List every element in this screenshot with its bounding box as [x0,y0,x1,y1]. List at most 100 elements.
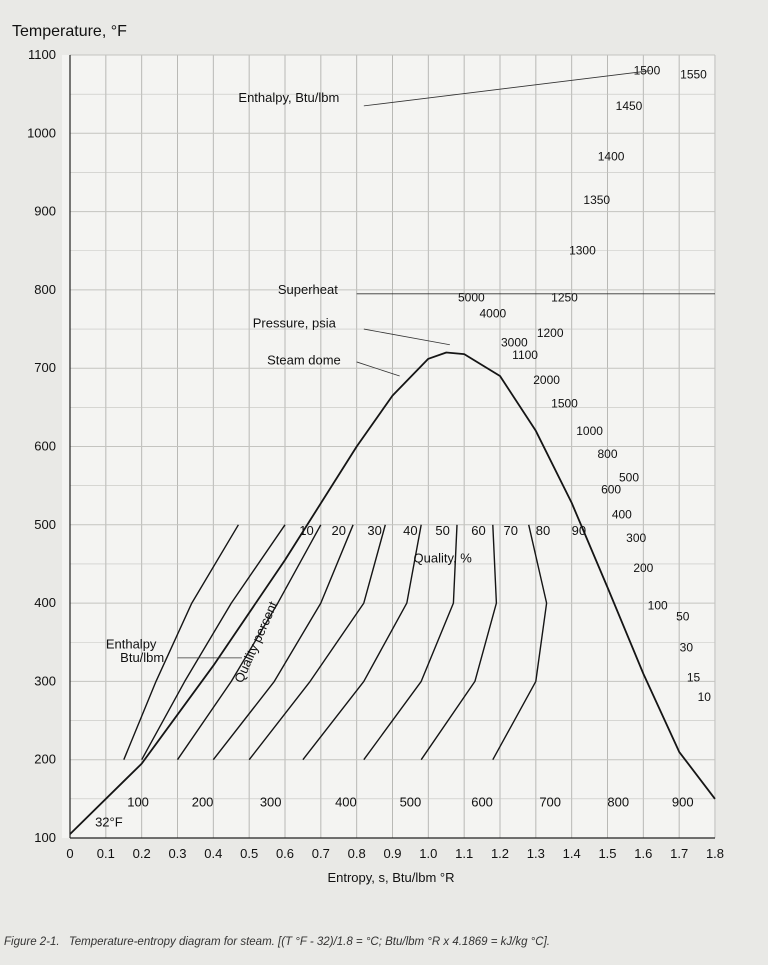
steam-dome-callout-leader [356,361,400,377]
x-tick-label: 0.5 [240,846,258,861]
pressure-line-label: 1500 [551,396,578,410]
enthalpy-line-label: 100 [127,795,149,810]
figure-caption: Figure 2-1. Temperature-entropy diagram … [4,936,764,948]
quality-line [141,524,286,761]
x-tick-label: 0.8 [348,846,366,861]
enthalpy-line-label: 1450 [616,99,643,113]
x-tick-label: 0 [66,846,73,861]
quality-line [123,524,240,760]
pressure-line-label: 15 [687,670,701,684]
y-axis-title: Temperature, °F [12,23,127,40]
quality-line-label: 80 [536,523,550,538]
enthalpy-line-label: 400 [335,795,357,810]
quality-line [248,524,386,761]
pressure-line-label: 3000 [501,335,528,349]
quality-line [212,524,354,761]
pressure-line-label: 600 [601,482,621,496]
enthalpy-line-label: 1400 [598,150,625,164]
enthalpy-line-label: 700 [539,795,561,810]
pressure-callout: Pressure, psia [253,315,337,330]
pressure-callout-leader [363,328,450,346]
enthalpy-callout: Enthalpy, Btu/lbm [238,90,339,105]
y-tick-label: 300 [34,673,56,688]
enthalpy-callout-leader [363,70,651,107]
quality-line-label: 90 [572,523,586,538]
y-tick-label: 100 [34,830,56,845]
pressure-line-label: 4000 [479,306,506,320]
pressure-line-label: 400 [612,508,632,522]
x-tick-label: 1.5 [598,846,616,861]
quality-line-label: 20 [332,523,346,538]
pressure-line-label: 200 [633,561,653,575]
enthalpy-left-unit: Btu/lbm [120,650,164,665]
figure-caption-text: Temperature-entropy diagram for steam. [… [68,936,550,948]
x-tick-label: 0.9 [383,846,401,861]
gridlines [69,54,716,839]
quality-line [363,524,458,761]
quality-line [492,524,548,761]
pressure-line-label: 30 [680,641,694,655]
x-tick-label: 0.3 [168,846,186,861]
quality-line [176,524,322,761]
steam-dome-callout: Steam dome [267,352,341,367]
enthalpy-line-label: 1100 [512,348,538,362]
enthalpy-line-label: 1500 [634,64,661,78]
pressure-line-label: 800 [597,447,617,461]
y-tick-label: 900 [34,204,56,219]
y-tick-label: 800 [34,282,56,297]
freezing-point-label: 32°F [95,814,123,829]
enthalpy-line-label: 200 [192,795,214,810]
enthalpy-line-label: 800 [607,795,629,810]
enthalpy-line-label: 600 [471,795,493,810]
x-tick-label: 0.6 [276,846,294,861]
x-tick-label: 1.3 [527,846,545,861]
curves [69,351,716,835]
x-tick-label: 0.7 [312,846,330,861]
enthalpy-line-label: 300 [260,795,282,810]
x-tick-label: 1.7 [670,846,688,861]
x-tick-label: 0.2 [133,846,151,861]
y-tick-label: 400 [34,595,56,610]
quality-line-label: 30 [367,523,381,538]
enthalpy-line-label: 1300 [569,244,596,258]
y-tick-label: 700 [34,360,56,375]
quality-line-label: 50 [435,523,449,538]
pressure-line-label: 5000 [458,291,485,305]
enthalpy-line-label: 1250 [551,291,578,305]
enthalpy-line-label: 900 [672,795,694,810]
pressure-line-label: 500 [619,471,639,485]
enthalpy-line-label: 500 [400,795,422,810]
x-tick-label: 0.4 [204,846,222,861]
y-tick-label: 1100 [28,47,56,62]
x-tick-label: 1.2 [491,846,509,861]
x-tick-label: 1.1 [455,846,473,861]
x-tick-label: 1.8 [706,846,724,861]
y-tick-label: 500 [34,517,56,532]
axes: 0 0.1 0.2 0.3 0.4 0.5 0.6 0.7 0.8 0.9 1.0 1.1 1.2 1.3… [27,47,724,861]
figure-number: Figure 2-1. [4,936,60,948]
quality-line [302,524,422,761]
pressure-line-label: 2000 [533,373,560,387]
quality-line-label: 10 [299,523,313,538]
enthalpy-line-label: 1350 [583,193,610,207]
y-tick-label: 1000 [27,125,56,140]
quality-percent-axis-label: Quality, % [414,550,473,565]
x-axis-title: Entropy, s, Btu/lbm °R [327,870,454,885]
steam-dome-curve [69,351,716,835]
pressure-line-label: 50 [676,609,690,623]
pressure-line-label: 10 [698,690,712,704]
pressure-line-label: 100 [648,598,668,612]
x-tick-label: 1.4 [563,846,581,861]
quality-line-label: 60 [471,523,485,538]
quality-line [420,524,498,761]
pressure-line-label: 300 [626,531,646,545]
quality-line-label: 40 [403,523,417,538]
x-tick-label: 0.1 [97,846,115,861]
y-tick-label: 200 [34,752,56,767]
x-tick-label: 1.6 [634,846,652,861]
enthalpy-left-label: Enthalpy [106,637,157,652]
y-tick-label: 600 [34,439,56,454]
pressure-line-label: 1000 [576,424,603,438]
